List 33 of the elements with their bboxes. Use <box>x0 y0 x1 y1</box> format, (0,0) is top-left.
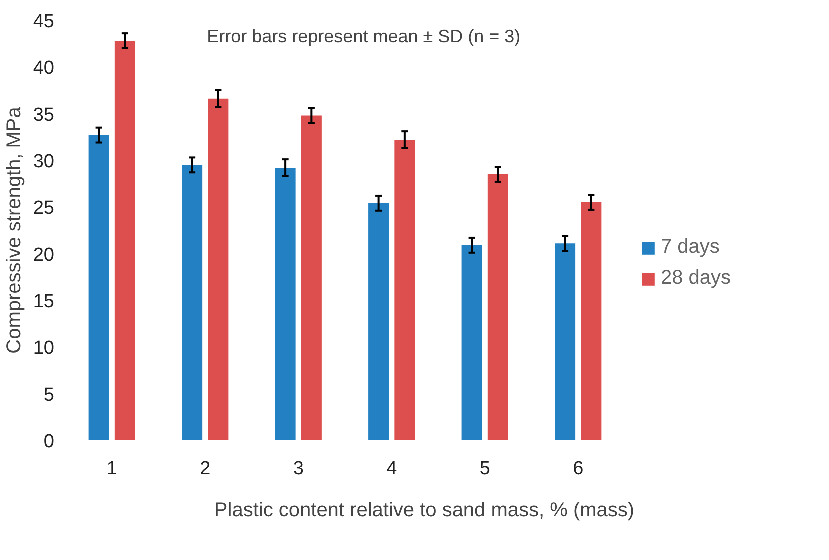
y-axis-title: Compressive strength, MPa <box>3 106 26 354</box>
bar <box>182 165 203 440</box>
x-tick-label: 3 <box>293 458 304 480</box>
y-tick-label: 45 <box>33 12 55 32</box>
bar <box>275 168 296 440</box>
bar <box>368 203 390 440</box>
bar <box>462 245 482 440</box>
y-tick-label: 15 <box>33 292 55 312</box>
bar <box>555 244 576 440</box>
bar <box>488 174 508 440</box>
x-tick-label: 5 <box>480 458 490 480</box>
x-tick-label: 1 <box>106 458 118 480</box>
legend-label: 7 days <box>661 236 720 259</box>
x-axis-title: Plastic content relative to sand mass, % (mass) <box>214 500 635 522</box>
bar <box>301 116 322 440</box>
annotation: Error bars represent mean ± SD (n = 3) <box>207 26 521 46</box>
y-tick-label: 25 <box>33 198 55 220</box>
x-tick-label: 4 <box>386 458 398 480</box>
y-tick-label: 0 <box>44 432 55 452</box>
x-tick-label: 2 <box>200 458 211 480</box>
bar <box>208 98 229 440</box>
y-tick-label: 10 <box>33 338 55 360</box>
y-tick-label: 30 <box>33 152 55 172</box>
bar <box>114 41 136 440</box>
y-tick-label: 20 <box>33 244 55 266</box>
x-tick-label: 6 <box>573 458 584 480</box>
y-tick-label: 5 <box>44 384 55 406</box>
bar <box>581 202 602 440</box>
bar <box>88 135 110 440</box>
y-tick-label: 35 <box>33 104 55 126</box>
y-tick-label: 40 <box>33 58 55 80</box>
legend-label: 28 days <box>661 267 732 290</box>
bar <box>394 140 416 440</box>
